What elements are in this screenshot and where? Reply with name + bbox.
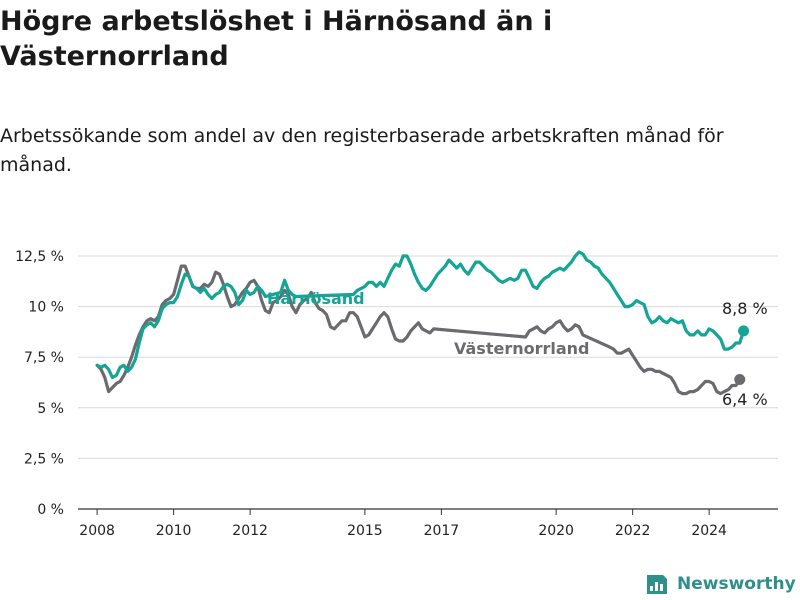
series-line-vasternorrland [95, 264, 742, 396]
end-value-label-harnosand: 8,8 % [722, 299, 768, 318]
series-lines [95, 250, 750, 396]
y-tick-label: 0 % [37, 502, 64, 518]
grid: 0 % 2,5 % 5 % 7,5 % 10 % 12,5 % [15, 249, 778, 518]
series-labels: Härnösand Västernorrland 8,8 % 6,4 % [267, 289, 768, 409]
x-tick-label: 2010 [156, 523, 192, 539]
x-axis: 2008 2010 2012 2015 2017 2020 2022 2024 [79, 509, 727, 539]
x-tick-label: 2015 [347, 523, 383, 539]
series-label-vasternorrland: Västernorrland [454, 339, 590, 358]
x-tick-label: 2017 [424, 523, 460, 539]
series-end-point-vasternorrland [734, 373, 746, 385]
line-chart: 0 %2,5 %5 %7,5 %10 %12,5 % 2008 2010 2012 2… [15, 249, 778, 539]
brand-name: Newsworthy [677, 574, 796, 594]
brand-footer: Newsworthy [645, 568, 796, 600]
x-tick-label: 2008 [79, 523, 115, 539]
series-end-point-harnosand [738, 325, 750, 337]
y-tick-label: 10 % [28, 300, 64, 316]
y-tick-label: 2,5 % [24, 451, 64, 467]
series-label-harnosand: Härnösand [267, 289, 365, 308]
chart-title: Högre arbetslöshet i Härnösand än i Väst… [0, 6, 553, 72]
end-value-label-vasternorrland: 6,4 % [722, 390, 768, 409]
y-tick-label: 7,5 % [24, 350, 64, 366]
x-tick-label: 2020 [538, 523, 574, 539]
x-tick-label: 2022 [615, 523, 651, 539]
series-line-harnosand [95, 250, 746, 379]
y-tick-label: 12,5 % [15, 249, 64, 265]
chart-subtitle: Arbetssökande som andel av den registerb… [0, 125, 724, 176]
newsworthy-logo-icon [647, 575, 667, 594]
x-tick-label: 2024 [691, 523, 727, 539]
x-tick-label: 2012 [232, 523, 268, 539]
y-tick-label: 5 % [37, 401, 64, 417]
